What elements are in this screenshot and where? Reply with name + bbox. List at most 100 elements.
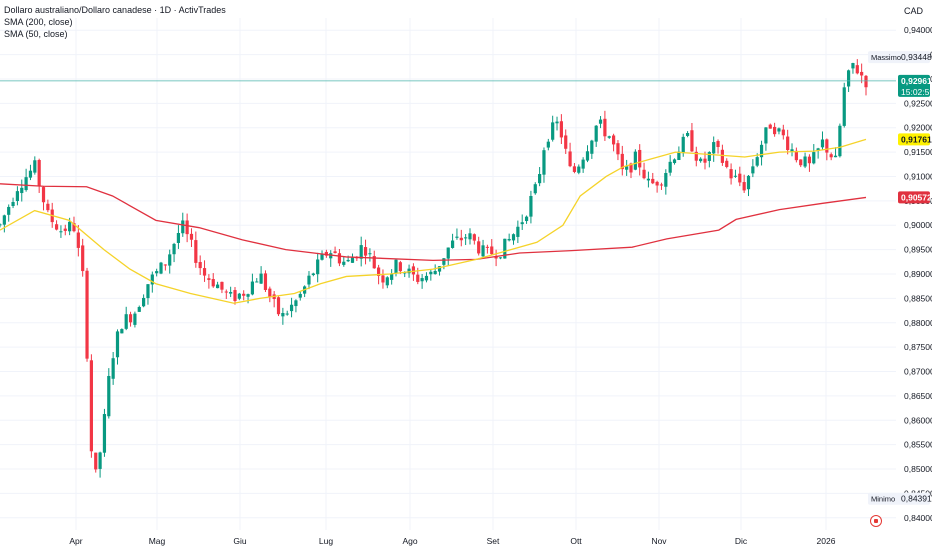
candle xyxy=(176,225,181,249)
candle xyxy=(712,136,716,162)
candle xyxy=(316,252,320,283)
candle xyxy=(281,307,285,325)
candle xyxy=(0,223,2,228)
massimo-label: Massimo 0,93448 xyxy=(868,51,932,64)
candle xyxy=(690,122,694,152)
candle xyxy=(464,234,468,246)
currency-label: CAD xyxy=(904,6,924,16)
x-tick-label: Dic xyxy=(735,536,748,546)
candle xyxy=(424,272,429,283)
candle xyxy=(585,145,590,163)
candle xyxy=(89,354,93,458)
x-axis: Apr Mag Giu Lug Ago Set Ott Nov Dic 2026 xyxy=(69,536,835,546)
candle xyxy=(324,249,328,258)
candle xyxy=(111,351,115,385)
candle xyxy=(337,248,342,267)
y-tick-label: 0,91500 xyxy=(904,147,932,157)
candle xyxy=(672,158,677,165)
candle xyxy=(564,129,568,155)
candle xyxy=(303,285,307,298)
candle xyxy=(481,239,485,259)
candle xyxy=(185,213,189,243)
candle xyxy=(485,244,489,254)
x-tick-label: Lug xyxy=(319,536,333,546)
candle xyxy=(450,233,455,249)
candle xyxy=(507,233,511,242)
candle xyxy=(490,239,494,255)
candle xyxy=(733,169,738,178)
candle xyxy=(411,263,416,281)
candle xyxy=(498,257,503,260)
candle xyxy=(729,163,733,185)
candle xyxy=(85,267,89,362)
candle xyxy=(524,215,529,224)
candle xyxy=(20,179,24,202)
chart-title[interactable]: Dollaro australiano/Dollaro canadese · 1… xyxy=(4,5,226,15)
minimo-label: Minimo 0,84391 xyxy=(868,492,932,505)
candle xyxy=(168,249,172,274)
candle xyxy=(155,268,159,277)
candle xyxy=(368,248,372,262)
candle xyxy=(124,306,128,331)
candle xyxy=(398,260,402,275)
candle xyxy=(246,293,250,304)
candle xyxy=(477,236,481,256)
candle xyxy=(237,292,241,301)
svg-text:0,91761: 0,91761 xyxy=(901,134,932,144)
candle xyxy=(786,129,790,155)
candle xyxy=(838,123,842,158)
candle xyxy=(794,147,798,163)
candle xyxy=(189,228,194,248)
candle xyxy=(542,147,546,183)
y-tick-label: 0,88000 xyxy=(904,318,932,328)
svg-text:15:02:59: 15:02:59 xyxy=(901,87,932,97)
legend-sma200[interactable]: SMA (200, close) xyxy=(4,17,73,27)
candle xyxy=(2,214,6,233)
candle xyxy=(799,159,803,168)
candle xyxy=(664,169,668,195)
candle xyxy=(651,172,655,185)
candle xyxy=(511,233,516,245)
y-tick-label: 0,91000 xyxy=(904,171,932,181)
svg-text:Massimo: Massimo xyxy=(871,53,901,62)
candle xyxy=(620,145,624,176)
candle xyxy=(81,238,85,277)
candle xyxy=(459,229,463,247)
candle xyxy=(598,116,603,129)
candle xyxy=(607,135,611,139)
candle xyxy=(285,310,289,316)
svg-text:Minimo: Minimo xyxy=(871,495,895,504)
candle xyxy=(41,186,46,211)
y-tick-label: 0,94000 xyxy=(904,25,932,35)
y-tick-label: 0,88500 xyxy=(904,293,932,303)
candle xyxy=(538,167,542,187)
y-tick-label: 0,85500 xyxy=(904,440,932,450)
candle xyxy=(146,284,150,305)
candle xyxy=(833,147,838,158)
y-tick-label: 0,87500 xyxy=(904,342,932,352)
candle xyxy=(751,159,755,178)
x-tick-label: 2026 xyxy=(817,536,836,546)
candle xyxy=(215,281,220,289)
candle xyxy=(359,236,363,267)
candle xyxy=(611,133,616,152)
candle xyxy=(202,260,207,282)
y-tick-label: 0,92500 xyxy=(904,98,932,108)
candle xyxy=(333,246,337,254)
candle xyxy=(37,158,41,193)
candle xyxy=(725,158,729,169)
candle xyxy=(851,62,855,74)
legend-sma50[interactable]: SMA (50, close) xyxy=(4,29,68,39)
candle xyxy=(559,114,563,145)
candle xyxy=(577,164,581,175)
candle xyxy=(603,110,607,141)
canada-flag-icon[interactable] xyxy=(870,515,882,527)
candle xyxy=(864,74,868,96)
svg-text:0,90572: 0,90572 xyxy=(901,192,932,202)
candle xyxy=(659,182,664,190)
candle xyxy=(551,115,555,142)
legend: Dollaro australiano/Dollaro canadese · 1… xyxy=(4,4,226,40)
candle xyxy=(59,225,63,238)
